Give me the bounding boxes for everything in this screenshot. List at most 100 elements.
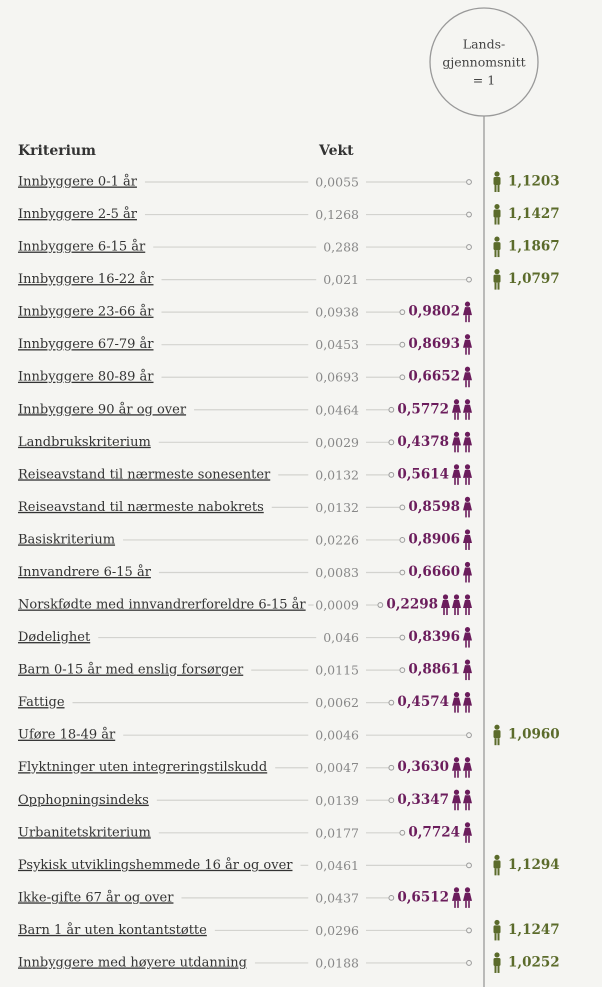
icon-body [463,795,472,804]
icon-legs [468,380,470,388]
icon-body [493,957,501,966]
header-weight: Vekt [318,143,354,159]
icon-legs [465,477,467,485]
person-icon [463,399,472,420]
icon-head [453,757,460,763]
icon-head [464,334,471,340]
icon-body [493,925,501,934]
icon-head [464,366,471,372]
index-value: 1,1294 [508,857,560,873]
icon-head [464,659,471,665]
icon-legs [457,803,459,811]
icon-legs [468,575,470,583]
index-dot [399,634,406,641]
index-dot [377,602,384,608]
icon-body [463,469,472,478]
icon-legs [468,673,470,681]
person-icon [463,334,472,355]
icon-head [494,203,500,210]
icon-legs [465,315,467,323]
person-icon [463,529,472,550]
index-dot [466,244,472,250]
average-circle [429,7,539,117]
icon-legs [465,770,467,778]
weight-value: 0,0115 [315,663,359,678]
icon-legs [468,412,470,420]
icon-legs [454,608,456,616]
criterion-label: Opphopningsindeks [18,793,149,808]
weight-value: 0,0062 [315,695,359,710]
person-icon [463,431,472,453]
index-dot [466,927,472,934]
icon-body [452,404,461,413]
index-value: 0,8906 [408,531,460,547]
index-dot [388,797,395,804]
icon-legs [465,705,467,713]
icon-legs [497,282,500,290]
icon-legs [465,575,467,583]
icon-body [463,632,472,641]
icon-body [463,534,472,543]
legend-line: gjennomsnitt [442,55,525,70]
icon-head [494,952,500,958]
index-value: 0,6512 [397,889,449,905]
criterion-label: Urbanitetskriterium [18,825,151,840]
icon-head [494,269,500,275]
weight-value: 0,0453 [315,337,359,352]
icon-legs [457,445,459,453]
icon-head [464,789,471,795]
criterion-label: Reiseavstand til nærmeste sonesenter [18,467,271,482]
criterion-label: Psykisk utviklingshemmede 16 år og over [18,857,293,873]
icon-body [452,600,461,609]
index-dot [388,699,395,706]
criterion-label: Reiseavstand til nærmeste nabokrets [18,500,264,515]
criterion-label: Flyktninger uten integreringstilskudd [18,760,267,775]
icon-legs [494,185,497,192]
person-icon [463,464,472,485]
index-value: 0,4574 [397,694,449,710]
person-icon [441,594,450,616]
icon-legs [465,673,467,681]
person-icon [452,594,461,616]
index-value: 1,1427 [508,206,560,222]
icon-body [452,795,461,804]
person-icon [493,171,501,192]
icon-head [442,594,449,600]
icon-body [463,697,472,706]
person-icon [463,366,472,388]
index-value: 1,0960 [508,727,560,743]
index-dot [466,960,472,966]
icon-legs [465,640,467,648]
index-value: 0,9802 [408,304,460,320]
index-dot [399,504,406,511]
icon-legs [465,803,467,811]
icon-legs [468,803,470,811]
criterion-label: Innbyggere 80-89 år [18,369,154,385]
person-icon [493,724,501,746]
icon-legs [468,315,470,323]
person-icon [493,919,501,941]
icon-body [452,469,461,478]
person-icon [493,203,501,225]
icon-body [463,307,472,316]
icon-legs [494,933,497,941]
index-value: 1,1247 [508,922,560,938]
icon-legs [443,608,445,616]
icon-head [464,822,471,828]
icon-body [452,762,461,771]
weight-value: 0,0047 [315,760,359,775]
index-dot [399,829,406,836]
icon-legs [446,608,448,616]
icon-head [464,464,471,470]
icon-body [463,339,472,348]
icon-legs [465,445,467,453]
index-value: 1,1867 [508,239,560,255]
icon-legs [468,705,470,713]
icon-legs [454,412,456,420]
icon-legs [494,217,497,225]
icon-legs [468,347,470,355]
icon-body [493,242,501,251]
index-value: 0,3630 [397,759,449,775]
icon-legs [454,445,456,453]
person-icon [463,822,472,843]
